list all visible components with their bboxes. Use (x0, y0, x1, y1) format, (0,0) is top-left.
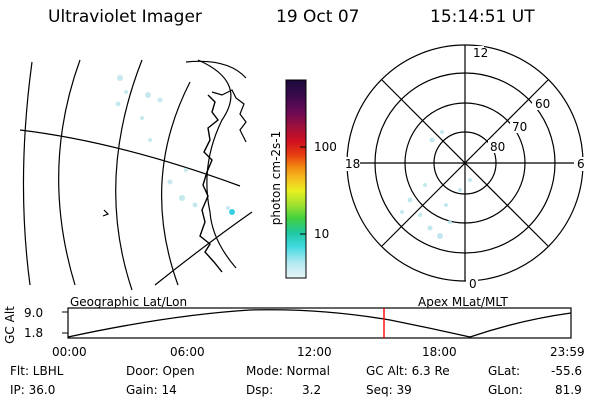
glat-value: -55.6 (551, 364, 583, 378)
timeline-xtick-2: 12:00 (297, 345, 332, 359)
polar-mlt-label-6: 6 (577, 157, 585, 171)
timeline-xtick-0: 00:00 (52, 345, 87, 359)
polar-lat-label-60: 60 (535, 97, 551, 111)
gain-field: Gain: 14 (126, 383, 177, 397)
geo-panel-label: Geographic Lat/Lon (70, 295, 188, 309)
colorbar-tick-100: 100 (314, 140, 337, 154)
dsp-value: 3.2 (302, 383, 322, 397)
polar-lat-label-80: 80 (490, 140, 506, 154)
colorbar-tick-10: 10 (314, 227, 330, 241)
instrument-title: Ultraviolet Imager (48, 7, 202, 27)
observation-time: 15:14:51 UT (430, 7, 535, 27)
ip-field: IP: 36.0 (10, 383, 56, 397)
timeline-xtick-4: 23:59 (550, 345, 585, 359)
seq-field: Seq: 39 (366, 383, 412, 397)
observation-date: 19 Oct 07 (276, 7, 360, 27)
timeline-xtick-1: 06:00 (170, 345, 205, 359)
polar-mlt-label-0: 0 (469, 277, 477, 291)
flt-field: Flt: LBHL (10, 364, 64, 378)
mode-field: Mode: Normal (246, 364, 330, 378)
glon-value: 81.9 (555, 383, 582, 397)
polar-lat-label-70: 70 (512, 120, 528, 134)
timeline-ytick-high: 9.0 (24, 306, 44, 320)
polar-mlt-label-18: 18 (345, 157, 361, 171)
gc-alt-field: GC Alt: 6.3 Re (366, 364, 450, 378)
timeline-ylabel: GC Alt (3, 306, 17, 344)
polar-panel-label: Apex MLat/MLT (418, 295, 508, 309)
door-field: Door: Open (126, 364, 195, 378)
polar-mlt-label-12: 12 (473, 46, 489, 60)
timeline-xtick-3: 18:00 (422, 345, 457, 359)
timeline-ytick-low: 1.8 (24, 326, 44, 340)
dsp-label: Dsp: (246, 383, 274, 397)
glon-label: GLon: (488, 383, 523, 397)
glat-label: GLat: (488, 364, 521, 378)
